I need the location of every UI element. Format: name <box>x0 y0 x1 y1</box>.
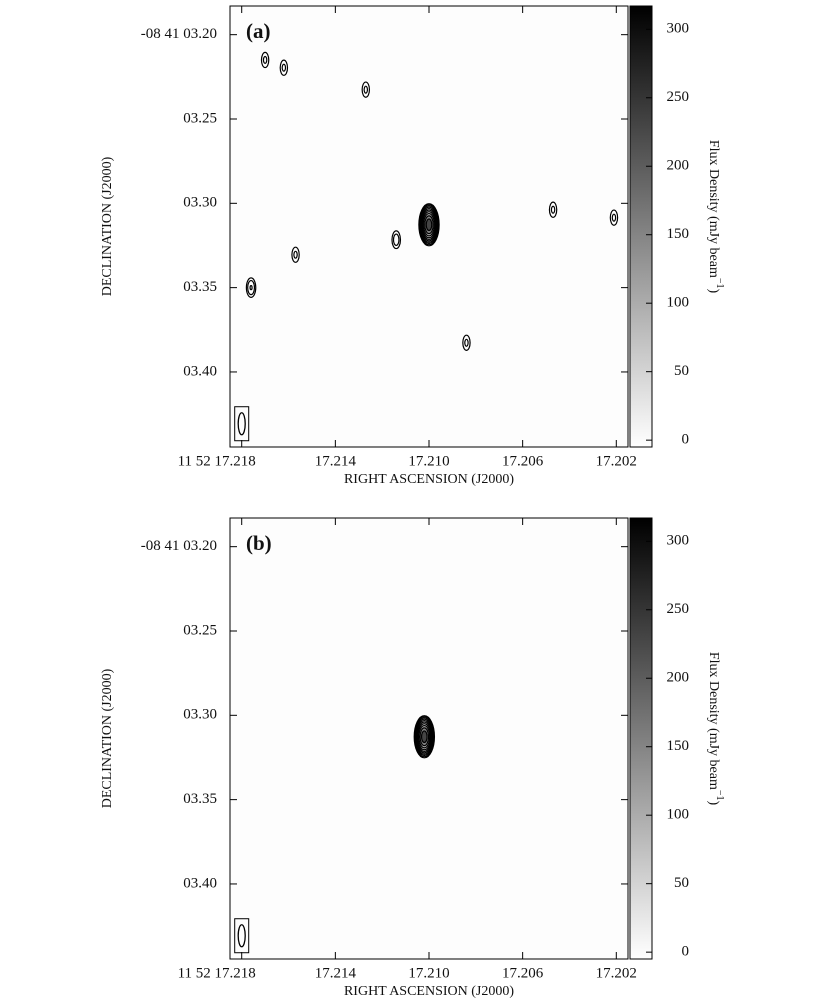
source <box>548 201 558 218</box>
contour <box>291 246 300 263</box>
contour <box>419 205 439 245</box>
x-tick-label: 17.206 <box>502 965 544 981</box>
y-tick-label: -08 41 03.20 <box>141 26 217 42</box>
colorbar-tick-label: 250 <box>667 601 690 617</box>
colorbar-tick-label: 50 <box>674 363 689 379</box>
x-axis-title: RIGHT ASCENSION (J2000) <box>344 984 514 999</box>
contour <box>249 285 253 291</box>
x-axis-title: RIGHT ASCENSION (J2000) <box>344 472 514 487</box>
contour <box>462 334 471 351</box>
y-tick-label: 03.40 <box>183 363 217 379</box>
colorbar-tick-label: 150 <box>667 226 690 242</box>
colorbar-tick-label: 50 <box>674 875 689 891</box>
y-tick-label: 03.35 <box>183 791 217 807</box>
x-tick-label: 17.210 <box>408 965 449 981</box>
colorbar-title: Flux Density (mJy beam−1) <box>706 140 725 294</box>
contour <box>548 201 558 218</box>
x-tick-label: 11 52 17.218 <box>178 453 256 469</box>
contour <box>464 338 469 347</box>
panel: (b) 11 52 17.218 17.214 17.210 17.206 17.202 -… <box>100 517 725 999</box>
colorbar-tick-label: 200 <box>667 158 690 174</box>
contour <box>279 59 289 76</box>
beam <box>237 412 246 436</box>
beam <box>237 924 246 948</box>
colorbar-tick-label: 300 <box>667 21 690 37</box>
colorbar <box>629 517 653 960</box>
colorbar-tick-label: 0 <box>682 944 690 960</box>
contour <box>609 209 619 226</box>
colorbar <box>629 5 653 448</box>
contour <box>281 63 287 72</box>
colorbar-tick-label: 300 <box>667 533 690 549</box>
y-tick-label: 03.40 <box>183 875 217 891</box>
colorbar-title-exp: −1 <box>714 790 725 801</box>
source <box>245 277 257 298</box>
colorbar-tick-label: 150 <box>667 738 690 754</box>
contour <box>420 730 428 744</box>
source <box>279 59 289 76</box>
colorbar-tick-label: 0 <box>682 432 690 448</box>
colorbar-tick-label: 100 <box>667 807 690 823</box>
source <box>291 246 300 263</box>
x-tick-label: 17.206 <box>502 453 544 469</box>
colorbar-tick-label: 100 <box>667 295 690 311</box>
x-tick-label: 17.214 <box>315 965 357 981</box>
y-tick-label: 03.30 <box>183 195 217 211</box>
y-tick-label: 03.30 <box>183 707 217 723</box>
beam-box <box>234 406 250 442</box>
source <box>361 81 371 98</box>
source <box>413 715 436 759</box>
colorbar-title: Flux Density (mJy beam−1) <box>706 652 725 806</box>
colorbar-tick-label: 250 <box>667 89 690 105</box>
colorbar-title-exp: −1 <box>714 278 725 289</box>
contour <box>550 205 556 214</box>
panel: (a) 11 52 17.218 17.214 17.210 17.206 17.202 -… <box>100 5 725 487</box>
source <box>462 334 471 351</box>
x-tick-label: 17.202 <box>596 965 637 981</box>
panel-label: (b) <box>246 531 272 555</box>
source <box>260 51 270 69</box>
panel-label: (a) <box>246 19 271 43</box>
x-tick-label: 17.202 <box>596 453 637 469</box>
contour <box>363 85 369 94</box>
contour <box>425 218 433 232</box>
contour <box>392 233 400 247</box>
y-axis-title: DECLINATION (J2000) <box>100 156 115 296</box>
y-axis-title: DECLINATION (J2000) <box>100 668 115 808</box>
contour <box>361 81 371 98</box>
colorbar-title-end: ) <box>706 801 721 806</box>
y-tick-label: -08 41 03.20 <box>141 538 217 554</box>
contour <box>414 717 434 757</box>
beam-box <box>234 918 250 954</box>
contour <box>611 213 617 222</box>
contour <box>262 55 268 65</box>
y-tick-label: 03.35 <box>183 279 217 295</box>
contour <box>260 51 270 69</box>
colorbar-tick-label: 200 <box>667 670 690 686</box>
contour <box>293 250 298 259</box>
x-tick-label: 17.210 <box>408 453 449 469</box>
colorbar-title-text: Flux Density (mJy beam <box>706 652 721 790</box>
x-tick-label: 11 52 17.218 <box>178 965 256 981</box>
colorbar-title-text: Flux Density (mJy beam <box>706 140 721 278</box>
x-tick-label: 17.214 <box>315 453 357 469</box>
contour <box>245 277 257 298</box>
colorbar-title-end: ) <box>706 289 721 294</box>
y-tick-label: 03.25 <box>183 110 217 126</box>
source <box>418 203 440 247</box>
source <box>391 230 402 250</box>
contour <box>247 279 256 296</box>
source <box>609 209 619 226</box>
contour <box>391 230 402 250</box>
y-tick-label: 03.25 <box>183 622 217 638</box>
